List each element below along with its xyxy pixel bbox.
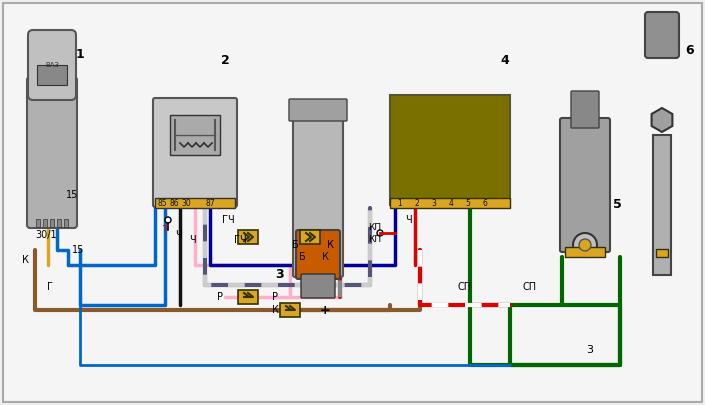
- Text: ГЧ: ГЧ: [233, 235, 246, 245]
- Bar: [390, 198, 510, 208]
- Text: 86: 86: [169, 200, 179, 209]
- FancyBboxPatch shape: [296, 230, 340, 279]
- FancyBboxPatch shape: [301, 274, 335, 298]
- Text: Ч: Ч: [175, 230, 181, 240]
- Bar: [170, 115, 220, 155]
- Bar: [50, 219, 54, 227]
- Text: 3: 3: [276, 269, 284, 281]
- FancyBboxPatch shape: [571, 91, 599, 128]
- Text: СП: СП: [523, 282, 537, 292]
- Bar: [37, 65, 67, 85]
- Text: 87: 87: [205, 200, 215, 209]
- Text: КП: КП: [369, 222, 381, 232]
- Bar: [155, 198, 235, 208]
- Bar: [57, 219, 61, 227]
- Text: ВАЗ: ВАЗ: [45, 62, 59, 68]
- Bar: [43, 219, 47, 227]
- Text: 2: 2: [221, 53, 229, 66]
- FancyBboxPatch shape: [390, 95, 510, 205]
- Bar: [565, 247, 605, 257]
- FancyBboxPatch shape: [28, 30, 76, 100]
- Polygon shape: [651, 108, 673, 132]
- Bar: [238, 290, 258, 304]
- FancyBboxPatch shape: [27, 77, 77, 228]
- Text: 5: 5: [465, 200, 470, 209]
- Text: Г: Г: [47, 282, 53, 292]
- Text: Р: Р: [217, 292, 223, 302]
- Circle shape: [579, 239, 591, 251]
- Text: 6: 6: [482, 200, 487, 209]
- Text: К: К: [321, 252, 329, 262]
- Text: Б: Б: [299, 252, 305, 262]
- Bar: [300, 230, 320, 244]
- Text: +: +: [319, 303, 331, 316]
- Bar: [653, 135, 671, 275]
- Text: К: К: [22, 255, 28, 265]
- Text: 3: 3: [587, 345, 594, 355]
- Text: Т: Т: [162, 225, 168, 235]
- Text: Б: Б: [292, 240, 298, 250]
- Text: Ч: Ч: [189, 235, 195, 245]
- Text: К: К: [271, 305, 278, 315]
- Text: 2: 2: [415, 200, 419, 209]
- Text: 15: 15: [72, 245, 84, 255]
- Bar: [238, 230, 258, 244]
- Text: 6: 6: [686, 43, 694, 57]
- Text: 85: 85: [157, 200, 167, 209]
- Bar: [656, 249, 668, 257]
- Text: 15: 15: [66, 190, 78, 200]
- FancyBboxPatch shape: [293, 103, 343, 277]
- Text: КП: КП: [369, 235, 381, 245]
- Text: 3: 3: [431, 200, 436, 209]
- FancyBboxPatch shape: [645, 12, 679, 58]
- Text: 4: 4: [501, 53, 510, 66]
- FancyBboxPatch shape: [289, 99, 347, 121]
- Bar: [280, 303, 300, 317]
- Text: СП: СП: [458, 282, 472, 292]
- Circle shape: [377, 230, 383, 236]
- Text: 1: 1: [75, 49, 85, 62]
- Text: 4: 4: [448, 200, 453, 209]
- Text: 1: 1: [398, 200, 403, 209]
- Text: Р: Р: [272, 292, 278, 302]
- Text: 30: 30: [181, 200, 191, 209]
- Bar: [64, 219, 68, 227]
- Circle shape: [165, 217, 171, 223]
- Circle shape: [573, 233, 597, 257]
- Bar: [36, 219, 40, 227]
- Text: 30/1: 30/1: [35, 230, 56, 240]
- Text: Ч: Ч: [405, 215, 412, 225]
- Text: ГЧ: ГЧ: [221, 215, 234, 225]
- FancyBboxPatch shape: [560, 118, 610, 252]
- Text: К: К: [326, 240, 333, 250]
- FancyBboxPatch shape: [153, 98, 237, 207]
- Text: 5: 5: [613, 198, 621, 211]
